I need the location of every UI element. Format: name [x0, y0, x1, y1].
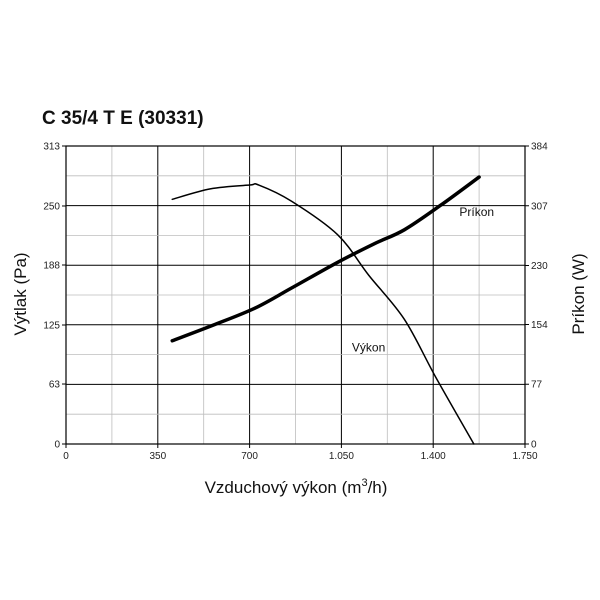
x-tick-label: 1.050	[329, 451, 354, 462]
y-axis-ticks: 0 63 125 188 250 313	[43, 142, 66, 451]
x-axis-label: Vzduchový výkon (m3/h)	[205, 477, 388, 497]
x-tick-label: 1.750	[512, 451, 537, 462]
y-tick-label: 313	[43, 142, 60, 153]
y-axis-label: Výtlak (Pa)	[11, 252, 30, 335]
x-axis-label-end: /h)	[368, 478, 388, 497]
grid	[66, 146, 525, 444]
y2-tick-label: 154	[531, 320, 548, 331]
x-tick-label: 350	[149, 451, 166, 462]
y2-tick-label: 77	[531, 380, 543, 391]
x-axis-label-main: Vzduchový výkon (m	[205, 478, 362, 497]
plot-frame	[65, 145, 526, 445]
y-tick-label: 63	[49, 380, 61, 391]
x-tick-label: 1.400	[421, 451, 446, 462]
y2-tick-label: 384	[531, 142, 548, 153]
y2-tick-label: 0	[531, 440, 537, 451]
x-axis-label-sup: 3	[361, 477, 367, 489]
series-label-prikon: Príkon	[459, 205, 494, 219]
x-tick-label: 700	[241, 451, 258, 462]
chart-title: C 35/4 T E (30331)	[42, 108, 204, 129]
x-tick-label: 0	[63, 451, 69, 462]
y2-tick-label: 307	[531, 201, 548, 212]
y2-axis-ticks: 0 77 154 230 307 384	[525, 142, 548, 451]
series-line-prikon	[170, 175, 481, 343]
series-label-vykon: Výkon	[352, 341, 385, 355]
y-tick-label: 250	[43, 201, 60, 212]
y2-axis-label: Príkon (W)	[569, 253, 588, 334]
y-tick-label: 0	[54, 440, 60, 451]
x-axis-ticks: 0 350 700 1.050 1.400 1.750	[63, 444, 538, 462]
y2-tick-label: 230	[531, 261, 548, 272]
series-line-vykon	[171, 182, 475, 445]
y-tick-label: 125	[43, 320, 60, 331]
y-tick-label: 188	[43, 261, 60, 272]
